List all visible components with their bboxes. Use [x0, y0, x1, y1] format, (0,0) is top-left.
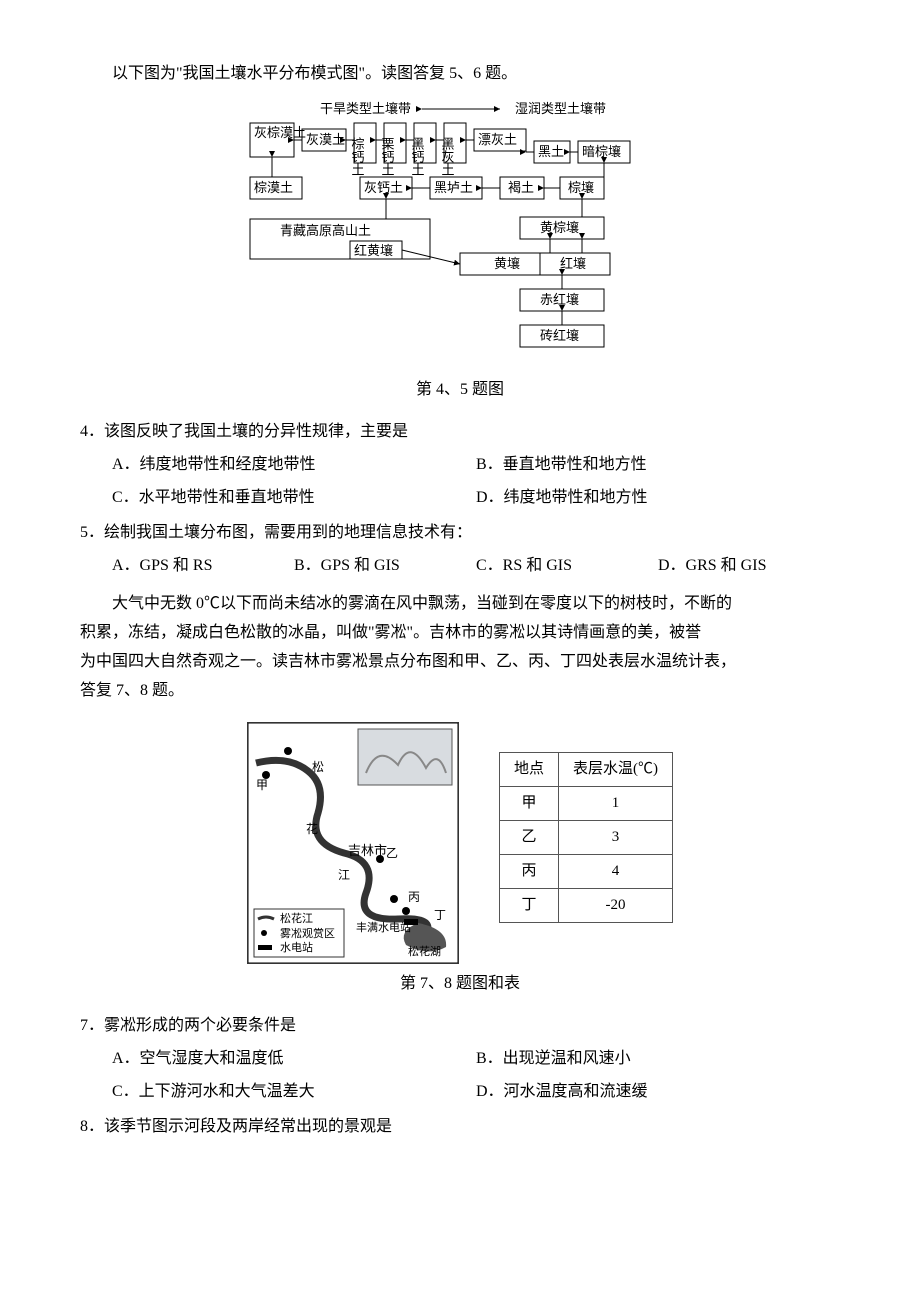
intro-1: 以下图为"我国土壤水平分布模式图"。读图答复 5、6 题。	[80, 60, 840, 89]
table-row: 丙4	[499, 854, 672, 888]
svg-text:赤红壤: 赤红壤	[540, 292, 579, 307]
svg-text:棕壤: 棕壤	[568, 180, 594, 195]
svg-text:黑灰土: 黑灰土	[440, 137, 455, 176]
svg-text:红壤: 红壤	[560, 256, 586, 271]
q4-opt-b: B．垂直地带性和地方性	[476, 449, 840, 482]
soil-header-left: 干旱类型土壤带	[320, 101, 411, 116]
soil-row1: 灰棕漠土 灰漠土 棕钙土 栗钙土 黑钙土 黑灰土 漂灰土 黑土 暗棕壤	[250, 123, 630, 176]
svg-text:花: 花	[306, 821, 318, 836]
soil-header-right: 湿润类型土壤带	[515, 101, 606, 116]
q4-options: A．纬度地带性和经度地带性 B．垂直地带性和地方性 C．水平地带性和垂直地带性 …	[112, 449, 840, 515]
q4-opt-a: A．纬度地带性和经度地带性	[112, 449, 476, 482]
q8-stem: 8．该季节图示河段及两岸经常出现的景观是	[80, 1113, 840, 1142]
svg-text:甲: 甲	[256, 778, 268, 792]
svg-text:江: 江	[338, 868, 350, 882]
svg-text:吉林市: 吉林市	[348, 843, 387, 858]
passage-2-l2: 积累，冻结，凝成白色松散的冰晶，叫做"雾凇"。吉林市的雾凇以其诗情画意的美，被誉	[80, 619, 840, 648]
svg-text:乙: 乙	[386, 846, 398, 860]
svg-text:灰钙土: 灰钙土	[364, 180, 403, 195]
svg-text:漂灰土: 漂灰土	[478, 132, 517, 147]
svg-text:棕漠土: 棕漠土	[254, 180, 293, 195]
temp-table: 地点 表层水温(℃) 甲1 乙3 丙4 丁-20	[499, 752, 673, 923]
caption-1: 第 4、5 题图	[80, 376, 840, 405]
q7-opt-c: C．上下游河水和大气温差大	[112, 1076, 476, 1109]
svg-text:灰棕漠土: 灰棕漠土	[254, 125, 306, 140]
q4-stem: 4．该图反映了我国土壤的分异性规律，主要是	[80, 418, 840, 447]
svg-text:黄壤: 黄壤	[494, 256, 520, 271]
passage-2-l3: 为中国四大自然奇观之一。读吉林市雾凇景点分布图和甲、乙、丙、丁四处表层水温统计表…	[80, 648, 840, 677]
svg-text:松花江: 松花江	[280, 911, 313, 925]
map-figure: 甲 松 花 江 吉林市 乙 丙 丁 丰满水电站 松花湖 松花江 雾凇观赏区 水电…	[247, 722, 459, 964]
caption-2: 第 7、8 题图和表	[80, 970, 840, 999]
table-row: 乙3	[499, 820, 672, 854]
q4-opt-c: C．水平地带性和垂直地带性	[112, 482, 476, 515]
q7-stem: 7．雾凇形成的两个必要条件是	[80, 1012, 840, 1041]
svg-text:黑土: 黑土	[538, 144, 564, 159]
svg-text:水电站: 水电站	[280, 940, 313, 954]
svg-text:丙: 丙	[408, 890, 420, 904]
svg-text:褐土: 褐土	[508, 180, 534, 195]
q5-stem: 5．绘制我国土壤分布图，需要用到的地理信息技术有：	[80, 519, 840, 548]
svg-text:松: 松	[312, 760, 324, 774]
svg-text:松花湖: 松花湖	[408, 944, 441, 958]
table-header-row: 地点 表层水温(℃)	[499, 752, 672, 786]
q7-opt-b: B．出现逆温和风速小	[476, 1043, 840, 1076]
svg-text:雾凇观赏区: 雾凇观赏区	[280, 927, 335, 940]
q5-opt-c: C．RS 和 GIS	[476, 550, 658, 583]
svg-text:砖红壤: 砖红壤	[540, 328, 579, 343]
soil-diagram-figure: 干旱类型土壤带 湿润类型土壤带 灰棕漠土 灰漠土 棕钙土 栗钙土 黑钙土 黑灰土…	[80, 99, 840, 370]
svg-text:黑垆土: 黑垆土	[434, 180, 473, 195]
table-row: 甲1	[499, 786, 672, 820]
q7-opt-d: D．河水温度高和流速缓	[476, 1076, 840, 1109]
q5-opt-d: D．GRS 和 GIS	[658, 550, 840, 583]
table-header: 地点	[499, 752, 558, 786]
svg-text:灰漠土: 灰漠土	[306, 132, 345, 147]
passage-2-l4: 答复 7、8 题。	[80, 677, 840, 706]
svg-text:红黄壤: 红黄壤	[354, 243, 393, 258]
q7-opt-a: A．空气湿度大和温度低	[112, 1043, 476, 1076]
q5-opt-a: A．GPS 和 RS	[112, 550, 294, 583]
table-row: 丁-20	[499, 888, 672, 922]
q7-options: A．空气湿度大和温度低 B．出现逆温和风速小 C．上下游河水和大气温差大 D．河…	[112, 1043, 840, 1109]
passage-2-l1: 大气中无数 0℃以下而尚未结冰的雾滴在风中飘荡，当碰到在零度以下的树枝时，不断的	[80, 590, 840, 619]
svg-text:黑钙土: 黑钙土	[410, 137, 425, 176]
q5-opt-b: B．GPS 和 GIS	[294, 550, 476, 583]
q4-opt-d: D．纬度地带性和地方性	[476, 482, 840, 515]
figure-row-2: 甲 松 花 江 吉林市 乙 丙 丁 丰满水电站 松花湖 松花江 雾凇观赏区 水电…	[80, 722, 840, 964]
svg-text:棕钙土: 棕钙土	[350, 137, 365, 176]
svg-text:暗棕壤: 暗棕壤	[582, 144, 621, 159]
svg-text:丁: 丁	[434, 908, 446, 922]
q5-options: A．GPS 和 RS B．GPS 和 GIS C．RS 和 GIS D．GRS …	[112, 550, 840, 583]
svg-text:丰满水电站: 丰满水电站	[356, 920, 411, 934]
soil-huangzong: 黄棕壤	[540, 220, 579, 235]
soil-qinghai: 青藏高原高山土	[280, 223, 371, 238]
table-header: 表层水温(℃)	[559, 752, 673, 786]
svg-text:栗钙土: 栗钙土	[380, 137, 395, 176]
